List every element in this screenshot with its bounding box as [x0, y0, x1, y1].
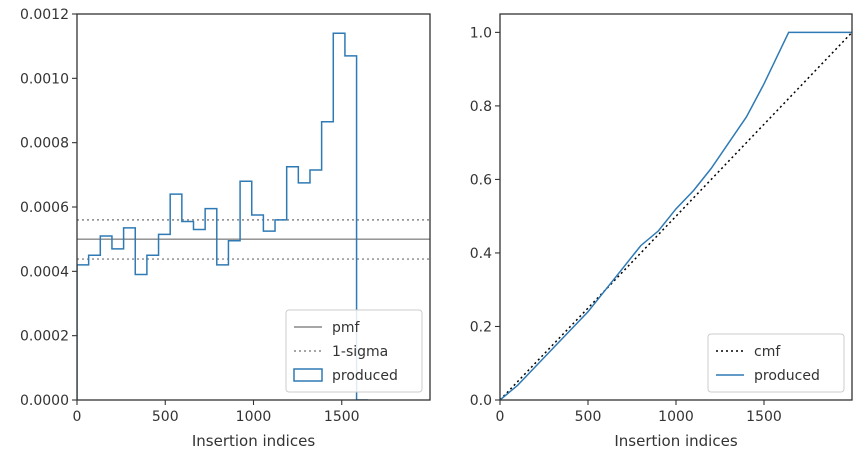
x-tick-label: 1000: [236, 409, 272, 425]
y-tick-label: 0.0008: [20, 136, 69, 152]
y-tick-label: 0.8: [470, 99, 492, 115]
x-tick-label: 500: [152, 409, 179, 425]
right-cdf-panel: 0 500 1000 1500 0.0 0.2 0.4 0.6 0.8 1.0 Insertion …: [470, 13, 853, 450]
y-tick-label: 0.0000: [20, 393, 69, 409]
y-tick-label: 0.0012: [20, 7, 69, 23]
x-tick-label: 500: [575, 409, 602, 425]
x-tick-label: 0: [496, 409, 505, 425]
plot-area: [77, 32, 430, 400]
x-axis-label: Insertion indices: [192, 432, 315, 450]
legend-box: [707, 333, 845, 393]
legend-patch-produced: [293, 368, 323, 382]
x-axis-label: Insertion indices: [614, 432, 737, 450]
legend-label: pmf: [332, 320, 361, 336]
y-tick-label: 0.4: [470, 246, 492, 262]
y-tick-label: 0.6: [470, 172, 492, 188]
legend-box: [285, 309, 423, 393]
x-tick-label: 1000: [658, 409, 694, 425]
series-produced: [77, 32, 369, 400]
x-tick-label: 0: [73, 409, 82, 425]
left-histogram-panel: 0 500 1000 1500 0.0000 0.0002 0.0004 0.0006 0.00…: [20, 7, 431, 450]
legend: cmf produced: [707, 333, 845, 393]
plot-area: [500, 31, 852, 400]
y-tick-label: 0.0002: [20, 329, 69, 345]
legend-label: 1-sigma: [332, 344, 388, 360]
y-tick-label: 0.2: [470, 319, 492, 335]
y-tick-label: 0.0: [470, 393, 492, 409]
y-tick-label: 0.0006: [20, 200, 69, 216]
legend-label: produced: [332, 368, 398, 384]
x-tick-label: 1500: [324, 409, 360, 425]
x-tick-label: 1500: [746, 409, 782, 425]
legend-label: cmf: [754, 344, 781, 360]
y-tick-label: 0.0010: [20, 71, 69, 87]
legend: pmf 1-sigma produced: [285, 309, 423, 393]
series-produced: [500, 31, 852, 400]
y-tick-label: 0.0004: [20, 264, 69, 280]
legend-label: produced: [754, 368, 820, 384]
y-tick-label: 1.0: [470, 25, 492, 41]
